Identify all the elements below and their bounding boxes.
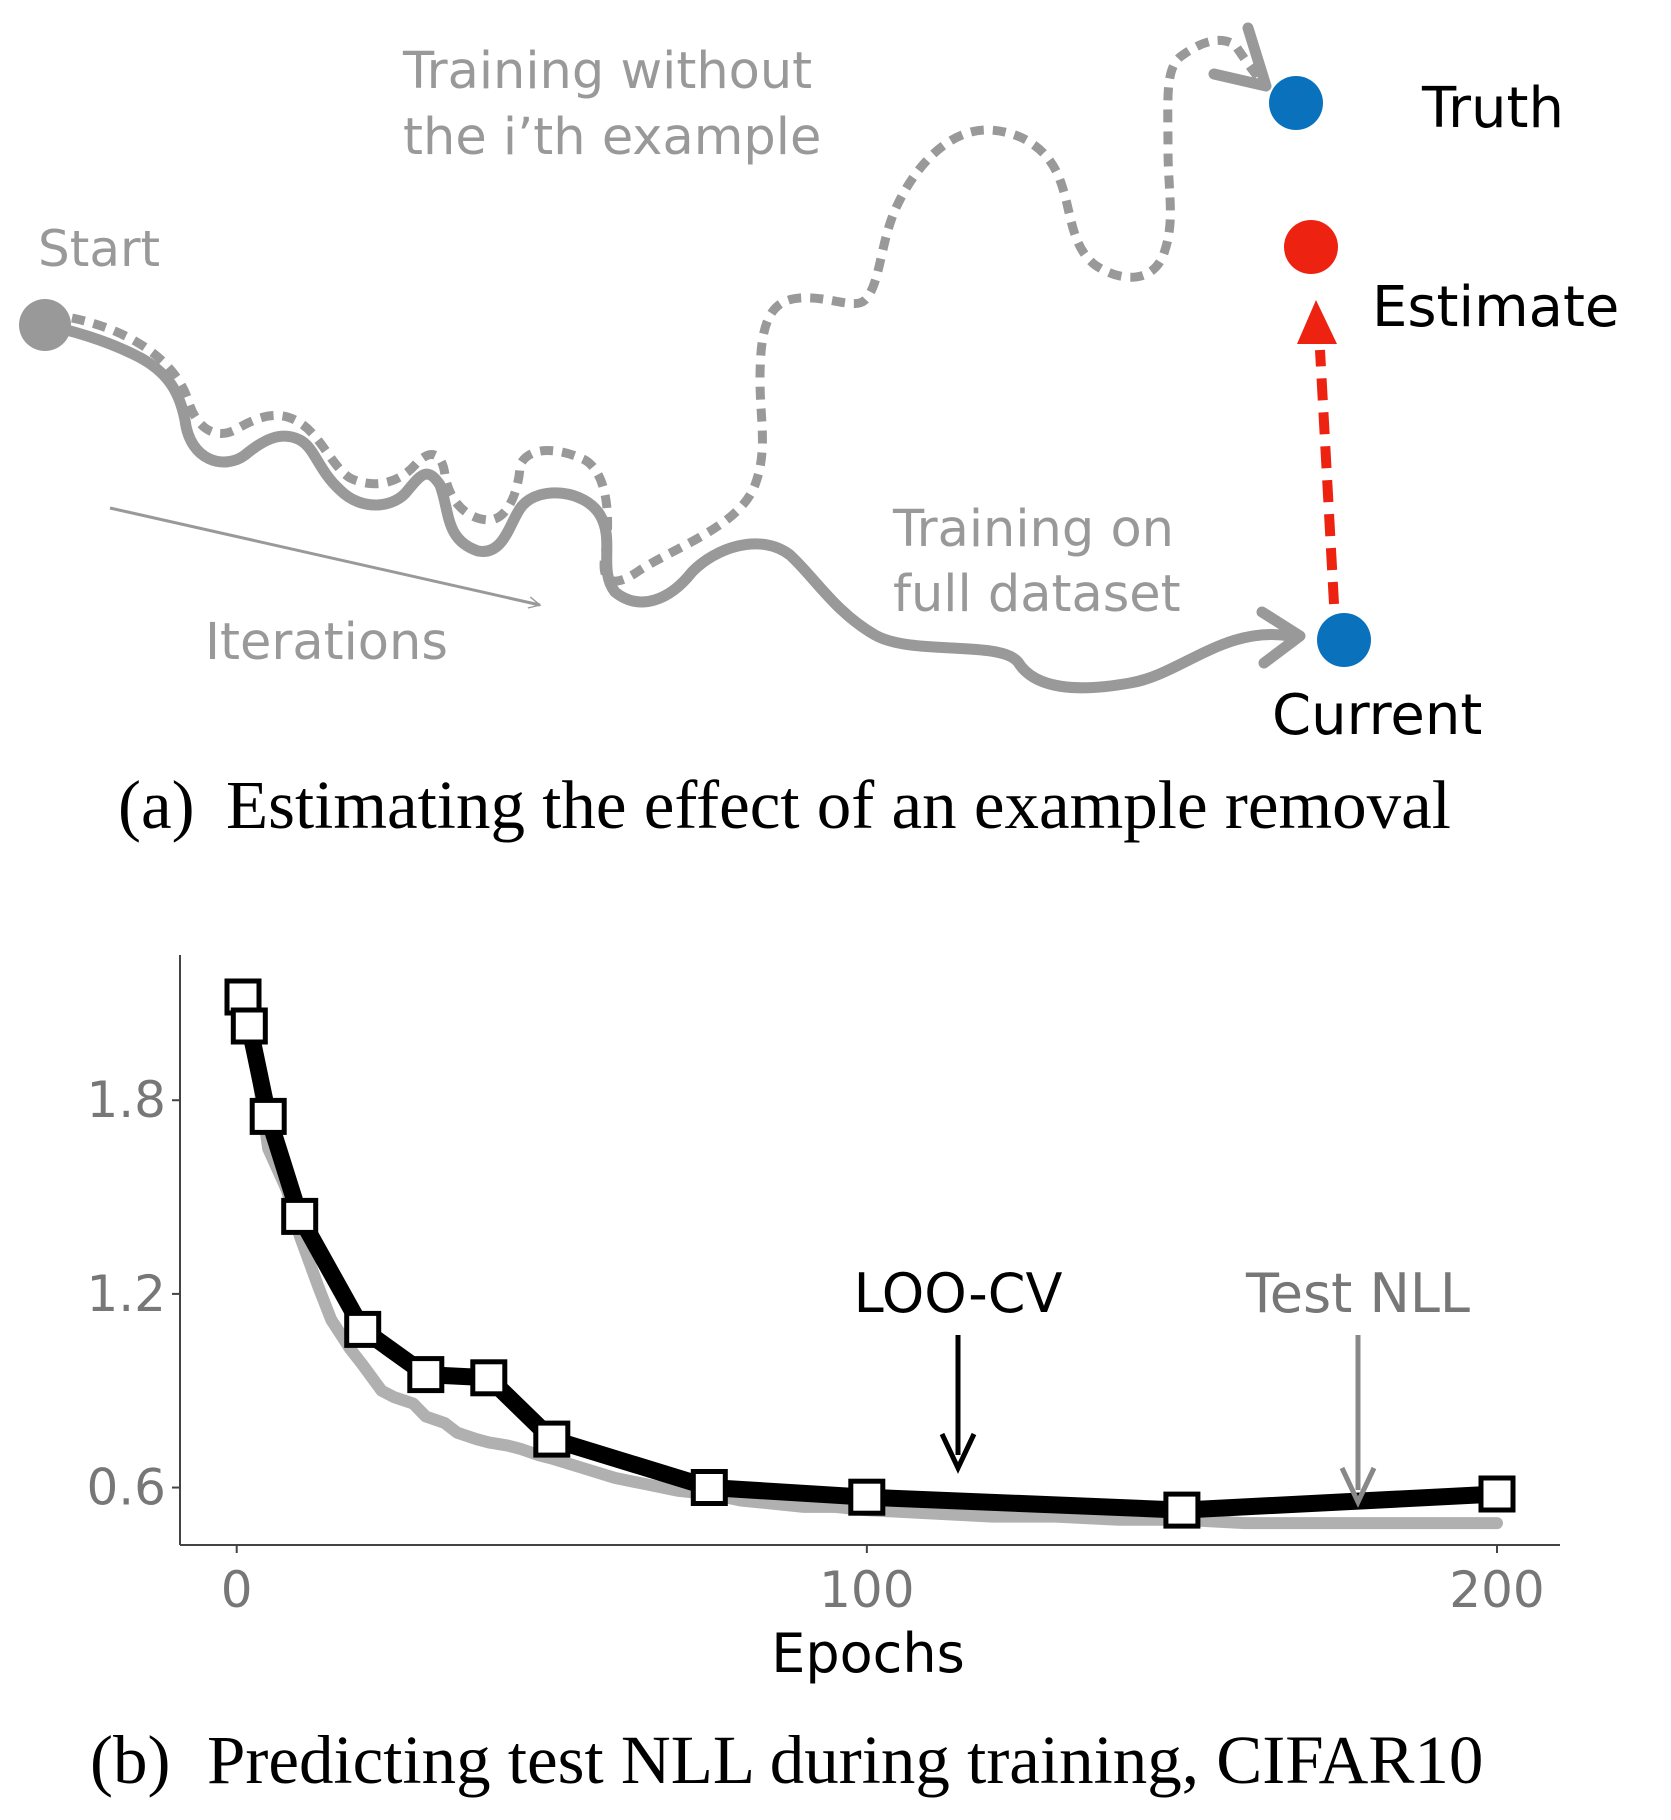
x-tick-label: 0	[221, 1561, 253, 1619]
truth-point	[1269, 76, 1323, 130]
test-annotation-arrowhead	[1339, 1466, 1377, 1508]
full-label-line2: full dataset	[893, 565, 1181, 624]
chart-panel: 1.8 1.2 0.6 0 100 200 LOO-CV Test NLL Epochs…	[86, 955, 1560, 1798]
test-annotation-label: Test NLL	[1245, 1262, 1470, 1325]
y-ticks: 1.8 1.2 0.6	[86, 1071, 180, 1517]
current-point	[1317, 613, 1371, 667]
loo-cv-marker	[281, 1197, 319, 1235]
x-tick-label: 100	[819, 1561, 914, 1619]
loo-cv-series	[234, 988, 1506, 1519]
caption-b-tag: (b)	[90, 1722, 170, 1798]
loo-training-arrowhead	[1208, 22, 1272, 92]
loo-cv-marker	[690, 1469, 728, 1506]
caption-b-text: Predicting test NLL during training, CIF…	[207, 1722, 1483, 1798]
without-label-line2: the i’th example	[403, 108, 821, 167]
y-tick-label: 1.8	[86, 1071, 166, 1129]
test-nll-series	[237, 1013, 1503, 1530]
loo-training-path	[71, 35, 1269, 586]
without-label-line1: Training without	[402, 42, 812, 101]
caption-a-tag: (a)	[118, 767, 195, 843]
x-axis-title: Epochs	[771, 1622, 964, 1685]
iterations-arrow	[109, 506, 540, 605]
y-tick-label: 0.6	[86, 1459, 166, 1517]
loo-cv-marker	[1478, 1475, 1516, 1513]
estimate-point	[1284, 220, 1338, 274]
start-label: Start	[38, 220, 160, 278]
truth-label: Truth	[1421, 76, 1564, 141]
loo-cv-marker	[1163, 1491, 1201, 1529]
estimate-label: Estimate	[1372, 275, 1619, 340]
loo-annotation-label: LOO-CV	[854, 1262, 1063, 1325]
loo-cv-marker	[230, 1007, 268, 1045]
loo-cv-marker	[533, 1420, 571, 1458]
loo-cv-line	[234, 988, 1506, 1519]
loo-cv-marker	[848, 1478, 886, 1516]
test-nll-line	[237, 1013, 1503, 1530]
current-label: Current	[1272, 683, 1482, 748]
loo-cv-marker	[249, 1097, 287, 1135]
diagram-panel: Start Training without the i’th example …	[19, 22, 1619, 843]
loo-annotation-arrowhead	[939, 1432, 977, 1474]
full-label-line1: Training on	[892, 500, 1174, 559]
x-tick-label: 200	[1449, 1561, 1544, 1619]
y-tick-label: 1.2	[86, 1265, 166, 1323]
full-training-path	[39, 319, 1296, 694]
loo-cv-marker	[470, 1359, 508, 1397]
full-training-arrowhead	[1256, 606, 1306, 669]
iterations-label: Iterations	[205, 613, 448, 672]
estimate-arrow-shaft	[1315, 349, 1339, 605]
start-point	[19, 299, 71, 351]
loo-cv-marker	[407, 1356, 445, 1394]
loo-cv-markers	[224, 978, 1516, 1529]
x-ticks: 0 100 200	[221, 1545, 1545, 1619]
caption-a-text: Estimating the effect of an example remo…	[226, 767, 1451, 843]
loo-cv-marker	[344, 1310, 382, 1348]
estimate-arrowhead	[1297, 300, 1337, 344]
